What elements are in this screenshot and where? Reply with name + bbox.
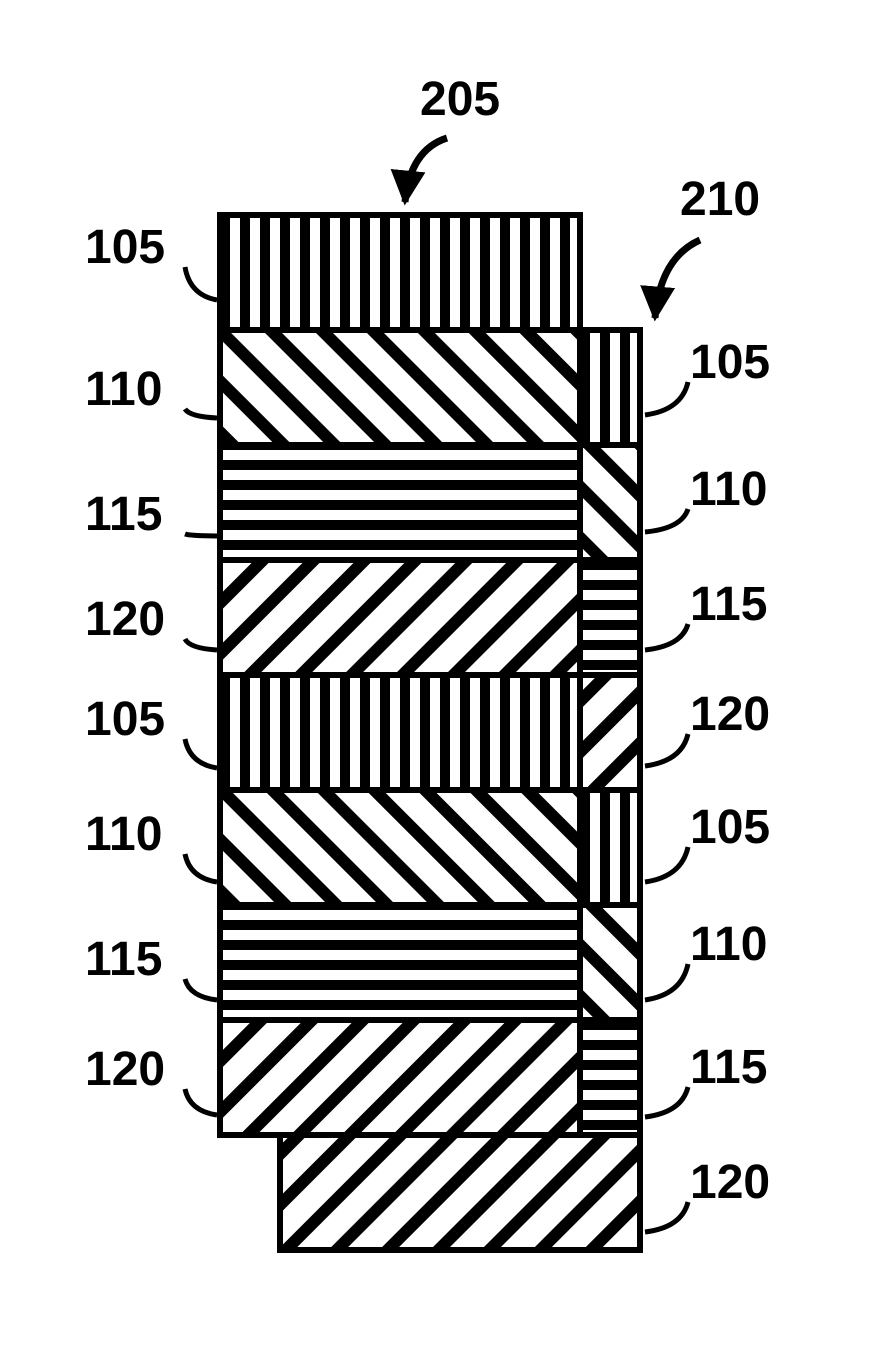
right-lead-7 — [645, 1202, 688, 1232]
right-lead-3 — [645, 734, 688, 766]
right-label-0-105: 105 — [690, 336, 770, 389]
right-label-1-110: 110 — [690, 463, 767, 516]
left-lead-2 — [185, 534, 217, 536]
left-lead-7 — [185, 1089, 217, 1115]
left-lead-6 — [185, 979, 217, 1000]
right-label-3-120: 120 — [690, 688, 770, 741]
right-lead-2 — [645, 624, 688, 650]
top-arrow-205 — [405, 138, 447, 202]
left-label-3-120: 120 — [85, 593, 165, 646]
right-label-2-115: 115 — [690, 578, 767, 631]
stack-205 — [220, 215, 580, 1135]
top-label-210: 210 — [680, 173, 760, 226]
top-label-205: 205 — [420, 73, 500, 126]
layer-110 — [220, 330, 580, 445]
layer-120 — [220, 560, 580, 675]
layer-stack-diagram: 105 110 115 120 105 110 115 120 105 110 115 120 105 1… — [0, 0, 876, 1364]
left-lead-1 — [185, 409, 217, 418]
left-label-2-115: 115 — [85, 488, 162, 541]
left-label-0-105: 105 — [85, 221, 165, 274]
left-lead-4 — [185, 739, 217, 768]
right-label-6-115: 115 — [690, 1041, 767, 1094]
right-label-7-120: 120 — [690, 1156, 770, 1209]
layer-105 — [220, 215, 580, 330]
layer-115 — [220, 905, 580, 1020]
right-lead-5 — [645, 964, 688, 1000]
left-lead-0 — [185, 267, 217, 300]
left-label-4-105: 105 — [85, 693, 165, 746]
top-arrow-210 — [655, 240, 700, 318]
layer-110 — [220, 790, 580, 905]
right-lead-0 — [645, 382, 688, 415]
layer-120 — [280, 1135, 640, 1250]
left-label-7-120: 120 — [85, 1043, 165, 1096]
layer-115 — [220, 445, 580, 560]
right-lead-4 — [645, 847, 688, 882]
left-label-5-110: 110 — [85, 808, 162, 861]
right-lead-6 — [645, 1087, 688, 1117]
right-label-5-110: 110 — [690, 918, 767, 971]
right-lead-1 — [645, 509, 688, 532]
left-lead-3 — [185, 639, 217, 650]
left-lead-5 — [185, 854, 217, 882]
layer-120 — [220, 1020, 580, 1135]
layer-105 — [220, 675, 580, 790]
right-label-4-105: 105 — [690, 801, 770, 854]
left-label-6-115: 115 — [85, 933, 162, 986]
left-label-1-110: 110 — [85, 363, 162, 416]
